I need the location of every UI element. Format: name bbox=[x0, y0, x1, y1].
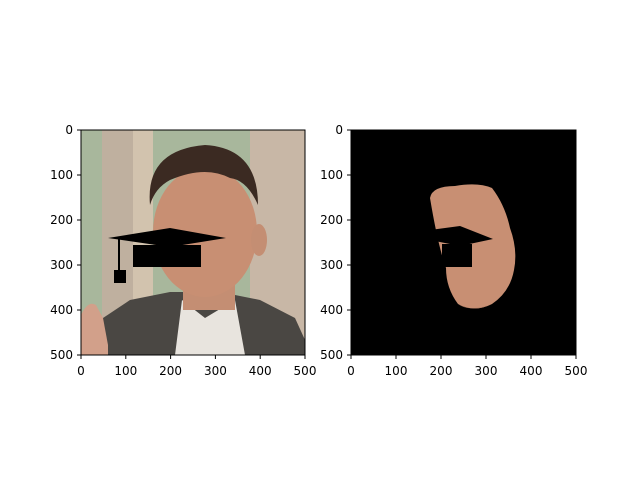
left-y-ticks: 0 100 200 300 400 500 bbox=[50, 123, 81, 362]
left-y-tick-label-5: 500 bbox=[50, 348, 73, 362]
left-x-tick-label-2: 200 bbox=[159, 364, 182, 378]
right-y-tick-label-0: 0 bbox=[335, 123, 343, 137]
left-x-tick-label-3: 300 bbox=[204, 364, 227, 378]
right-panel: 0 100 200 300 400 500 0 100 200 300 400 bbox=[320, 123, 587, 378]
right-x-tick-label-5: 500 bbox=[565, 364, 588, 378]
right-x-tick-label-1: 100 bbox=[385, 364, 408, 378]
right-x-tick-label-0: 0 bbox=[347, 364, 355, 378]
right-y-tick-label-2: 200 bbox=[320, 213, 343, 227]
graduation-cap-band bbox=[133, 245, 201, 267]
left-y-tick-label-2: 200 bbox=[50, 213, 73, 227]
right-y-tick-label-5: 500 bbox=[320, 348, 343, 362]
left-x-ticks: 0 100 200 300 400 500 bbox=[77, 355, 316, 378]
right-image bbox=[351, 130, 576, 355]
left-image bbox=[81, 130, 305, 355]
graduation-cap-icon bbox=[108, 228, 226, 247]
shirt bbox=[175, 300, 245, 355]
right-x-tick-label-3: 300 bbox=[475, 364, 498, 378]
left-panel: 0 100 200 300 400 500 0 100 200 300 400 bbox=[50, 123, 316, 378]
right-y-tick-label-4: 400 bbox=[320, 303, 343, 317]
right-x-tick-label-4: 400 bbox=[520, 364, 543, 378]
left-y-tick-label-4: 400 bbox=[50, 303, 73, 317]
left-y-tick-label-0: 0 bbox=[65, 123, 73, 137]
left-axes-frame bbox=[80, 129, 306, 356]
hand bbox=[81, 303, 108, 355]
right-axes-frame bbox=[350, 129, 577, 356]
left-y-tick-label-1: 100 bbox=[50, 168, 73, 182]
left-x-tick-label-4: 400 bbox=[249, 364, 272, 378]
left-x-tick-label-5: 500 bbox=[294, 364, 317, 378]
right-x-tick-label-2: 200 bbox=[430, 364, 453, 378]
left-y-tick-label-3: 300 bbox=[50, 258, 73, 272]
masked-face bbox=[430, 184, 516, 309]
hair bbox=[149, 145, 258, 205]
graduation-cap-tassel bbox=[114, 270, 126, 283]
right-y-tick-label-3: 300 bbox=[320, 258, 343, 272]
right-x-ticks: 0 100 200 300 400 500 bbox=[347, 355, 587, 378]
masked-cap-icon bbox=[430, 226, 493, 246]
masked-cap-band bbox=[442, 244, 472, 267]
left-x-tick-label-0: 0 bbox=[77, 364, 85, 378]
right-y-ticks: 0 100 200 300 400 500 bbox=[320, 123, 351, 362]
left-x-tick-label-1: 100 bbox=[114, 364, 137, 378]
ear bbox=[251, 224, 267, 256]
right-y-tick-label-1: 100 bbox=[320, 168, 343, 182]
